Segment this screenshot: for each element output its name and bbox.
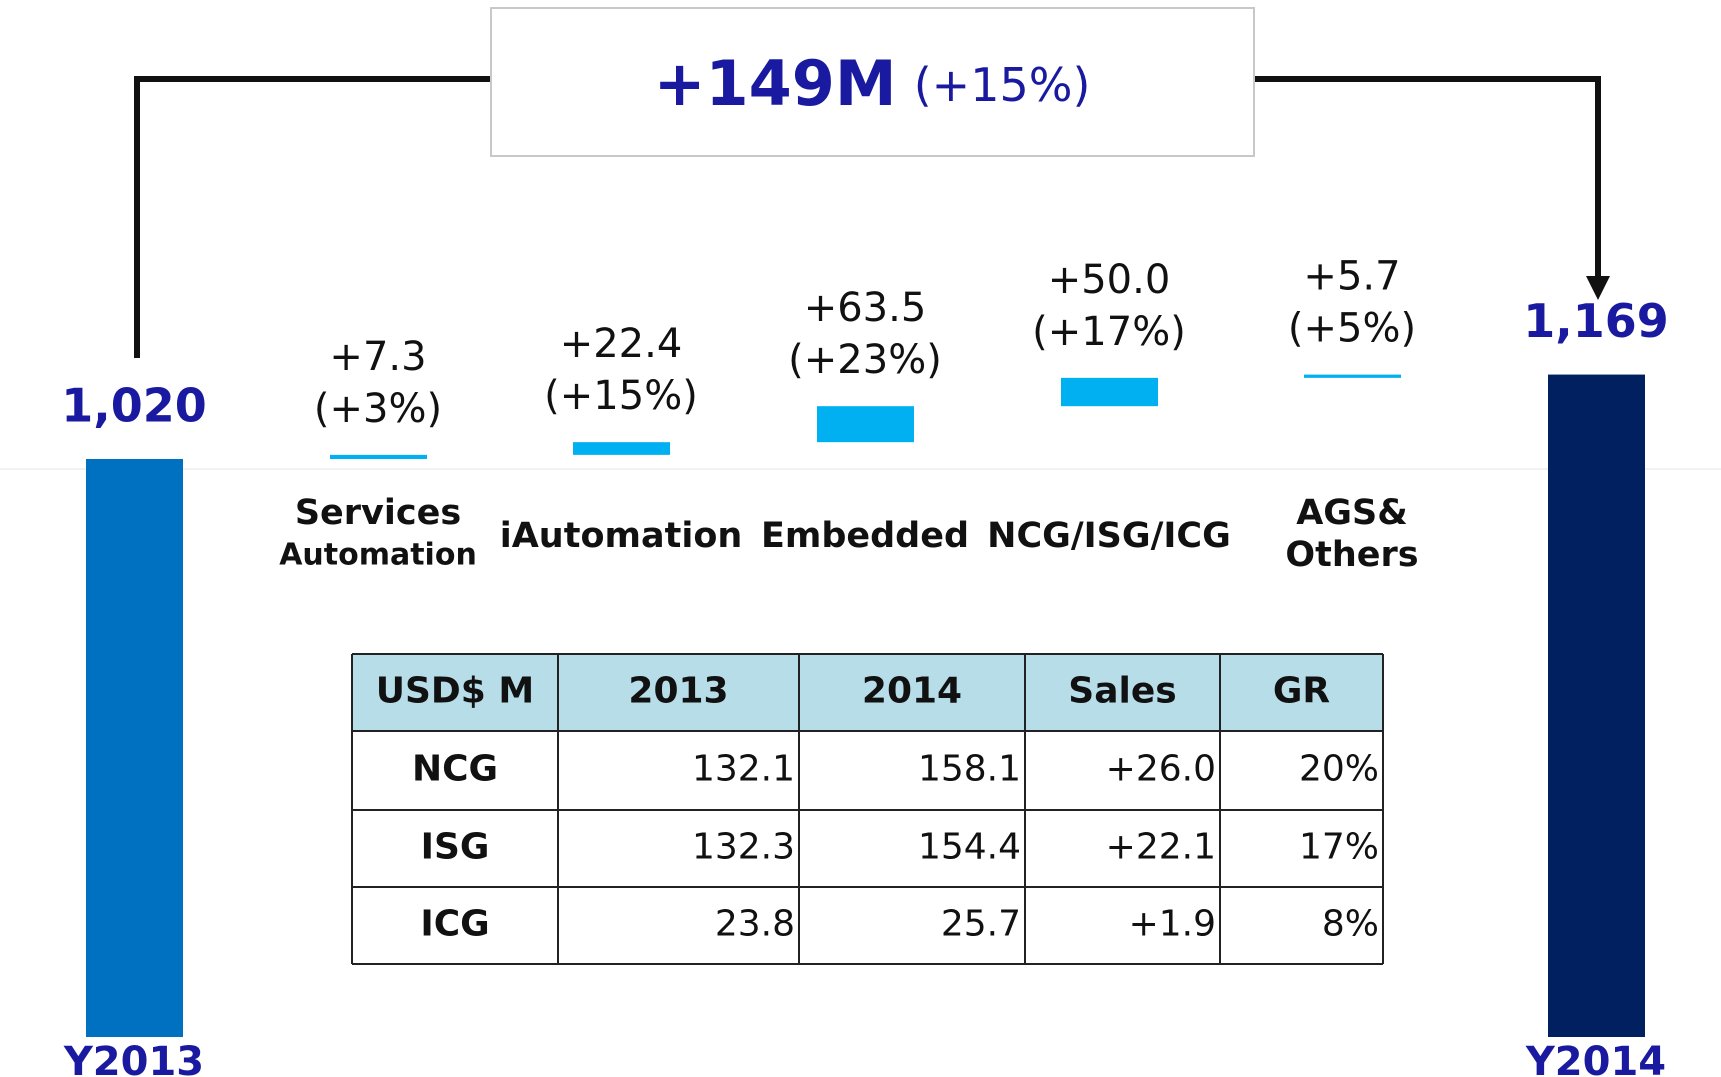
table-cell: ISG — [421, 827, 490, 868]
title-line: +149M (+15%) — [654, 47, 1091, 120]
table-cell: 20% — [1299, 749, 1379, 790]
step-value-label: +5.7 — [1303, 254, 1400, 300]
chart-subtitle: (+15%) — [914, 58, 1091, 112]
category-label: Automation — [279, 538, 477, 573]
step-bar — [1304, 374, 1401, 378]
category-label: AGS& — [1296, 493, 1408, 533]
category-label: Embedded — [761, 516, 969, 556]
step-growth-label: (+15%) — [544, 373, 698, 419]
step-value-label: +50.0 — [1048, 257, 1171, 303]
table-cell: +1.9 — [1129, 904, 1216, 945]
table-cell: 25.7 — [941, 904, 1021, 945]
total-bar — [1548, 374, 1645, 1038]
category-label: Others — [1285, 535, 1418, 575]
chart-title: +149M — [654, 47, 897, 120]
category-label: Services — [295, 493, 461, 533]
step-growth-label: (+3%) — [314, 386, 442, 432]
table-cell: 132.1 — [692, 749, 795, 790]
table-cell: +22.1 — [1106, 827, 1216, 868]
table-cell: GR — [1273, 671, 1330, 712]
category-label: iAutomation — [500, 516, 743, 556]
table-cell: Sales — [1068, 671, 1176, 712]
step-bar — [817, 406, 914, 443]
table-cell: NCG — [412, 749, 498, 790]
table-cell: +26.0 — [1106, 749, 1216, 790]
step-value-label: +7.3 — [329, 334, 426, 380]
total-label: 1,169 — [1523, 294, 1669, 348]
table-cell: 2014 — [862, 671, 962, 712]
table-cell: 23.8 — [715, 904, 795, 945]
table-header-bg — [352, 654, 1383, 731]
table-cell: 154.4 — [918, 827, 1021, 868]
table-cell: 132.3 — [692, 827, 795, 868]
step-value-label: +22.4 — [560, 321, 683, 367]
step-growth-label: (+17%) — [1032, 309, 1186, 355]
connector-left — [134, 76, 491, 358]
step-bar — [573, 442, 670, 455]
table-cell: ICG — [420, 904, 489, 945]
step-value-label: +63.5 — [804, 285, 927, 331]
connector-right — [1254, 76, 1601, 280]
step-growth-label: (+5%) — [1288, 306, 1416, 352]
total-label: 1,020 — [61, 379, 207, 433]
table-cell: 2013 — [628, 671, 728, 712]
table-cell: 8% — [1322, 904, 1379, 945]
step-bar — [330, 454, 427, 459]
table-cell: USD$ M — [376, 671, 534, 712]
category-label: NCG/ISG/ICG — [987, 516, 1231, 556]
table-cell: 17% — [1299, 827, 1379, 868]
total-bar — [86, 459, 183, 1037]
total-category: Y2014 — [1525, 1039, 1666, 1077]
step-growth-label: (+23%) — [788, 337, 942, 383]
table-cell: 158.1 — [918, 749, 1021, 790]
step-bar — [1061, 377, 1158, 407]
title-box — [490, 7, 1255, 157]
connector-arrow — [1586, 276, 1610, 300]
total-category: Y2013 — [63, 1039, 204, 1077]
